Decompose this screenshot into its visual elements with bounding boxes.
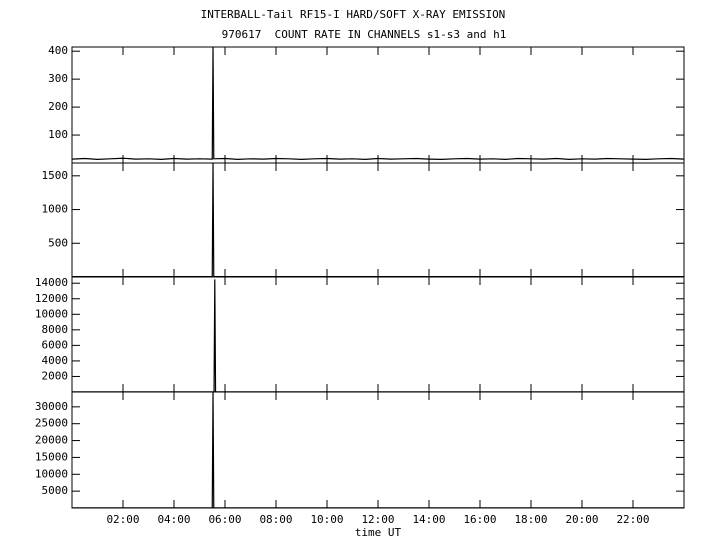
y-tick-label: 30000 xyxy=(35,400,68,413)
panel-frame xyxy=(71,276,685,393)
y-tick-label: 200 xyxy=(48,100,68,113)
x-tick-label: 18:00 xyxy=(514,513,547,526)
y-tick-label: 10000 xyxy=(35,467,68,480)
y-tick-label: 400 xyxy=(48,44,68,57)
y-tick-label: 20000 xyxy=(35,434,68,447)
y-tick-label: 15000 xyxy=(35,450,68,463)
x-tick-label: 12:00 xyxy=(361,513,394,526)
y-tick-label: 25000 xyxy=(35,417,68,430)
x-tick-label: 10:00 xyxy=(310,513,343,526)
y-tick-label: 14000 xyxy=(35,276,68,289)
x-tick-label: 20:00 xyxy=(565,513,598,526)
y-tick-label: 5000 xyxy=(42,484,69,497)
y-tick-label: 10000 xyxy=(35,307,68,320)
y-tick-label: 1500 xyxy=(42,169,69,182)
x-tick-label: 06:00 xyxy=(208,513,241,526)
y-tick-label: 4000 xyxy=(42,354,69,367)
data-line xyxy=(72,162,684,278)
panel-frame xyxy=(71,46,685,164)
y-tick-label: 6000 xyxy=(42,338,69,351)
y-tick-label: 1000 xyxy=(42,203,69,216)
x-tick-label: 02:00 xyxy=(106,513,139,526)
chart-subtitle: 970617 COUNT RATE IN CHANNELS s1-s3 and … xyxy=(222,28,507,41)
y-tick-label: 300 xyxy=(48,72,68,85)
y-tick-label: 8000 xyxy=(42,323,69,336)
y-tick-label: 12000 xyxy=(35,292,68,305)
x-tick-label: 16:00 xyxy=(463,513,496,526)
x-tick-label: 08:00 xyxy=(259,513,292,526)
x-axis-label: time UT xyxy=(355,526,402,539)
data-line xyxy=(71,46,685,160)
data-line xyxy=(72,279,684,393)
y-tick-label: 2000 xyxy=(42,369,69,382)
y-tick-label: 500 xyxy=(48,236,68,249)
data-line xyxy=(72,391,684,509)
x-tick-label: 04:00 xyxy=(157,513,190,526)
y-tick-label: 100 xyxy=(48,128,68,141)
x-tick-label: 14:00 xyxy=(412,513,445,526)
x-tick-label: 22:00 xyxy=(616,513,649,526)
panel-frame xyxy=(71,391,685,509)
chart-title: INTERBALL-Tail RF15-I HARD/SOFT X-RAY EM… xyxy=(201,8,506,21)
panel-frame xyxy=(71,162,685,278)
